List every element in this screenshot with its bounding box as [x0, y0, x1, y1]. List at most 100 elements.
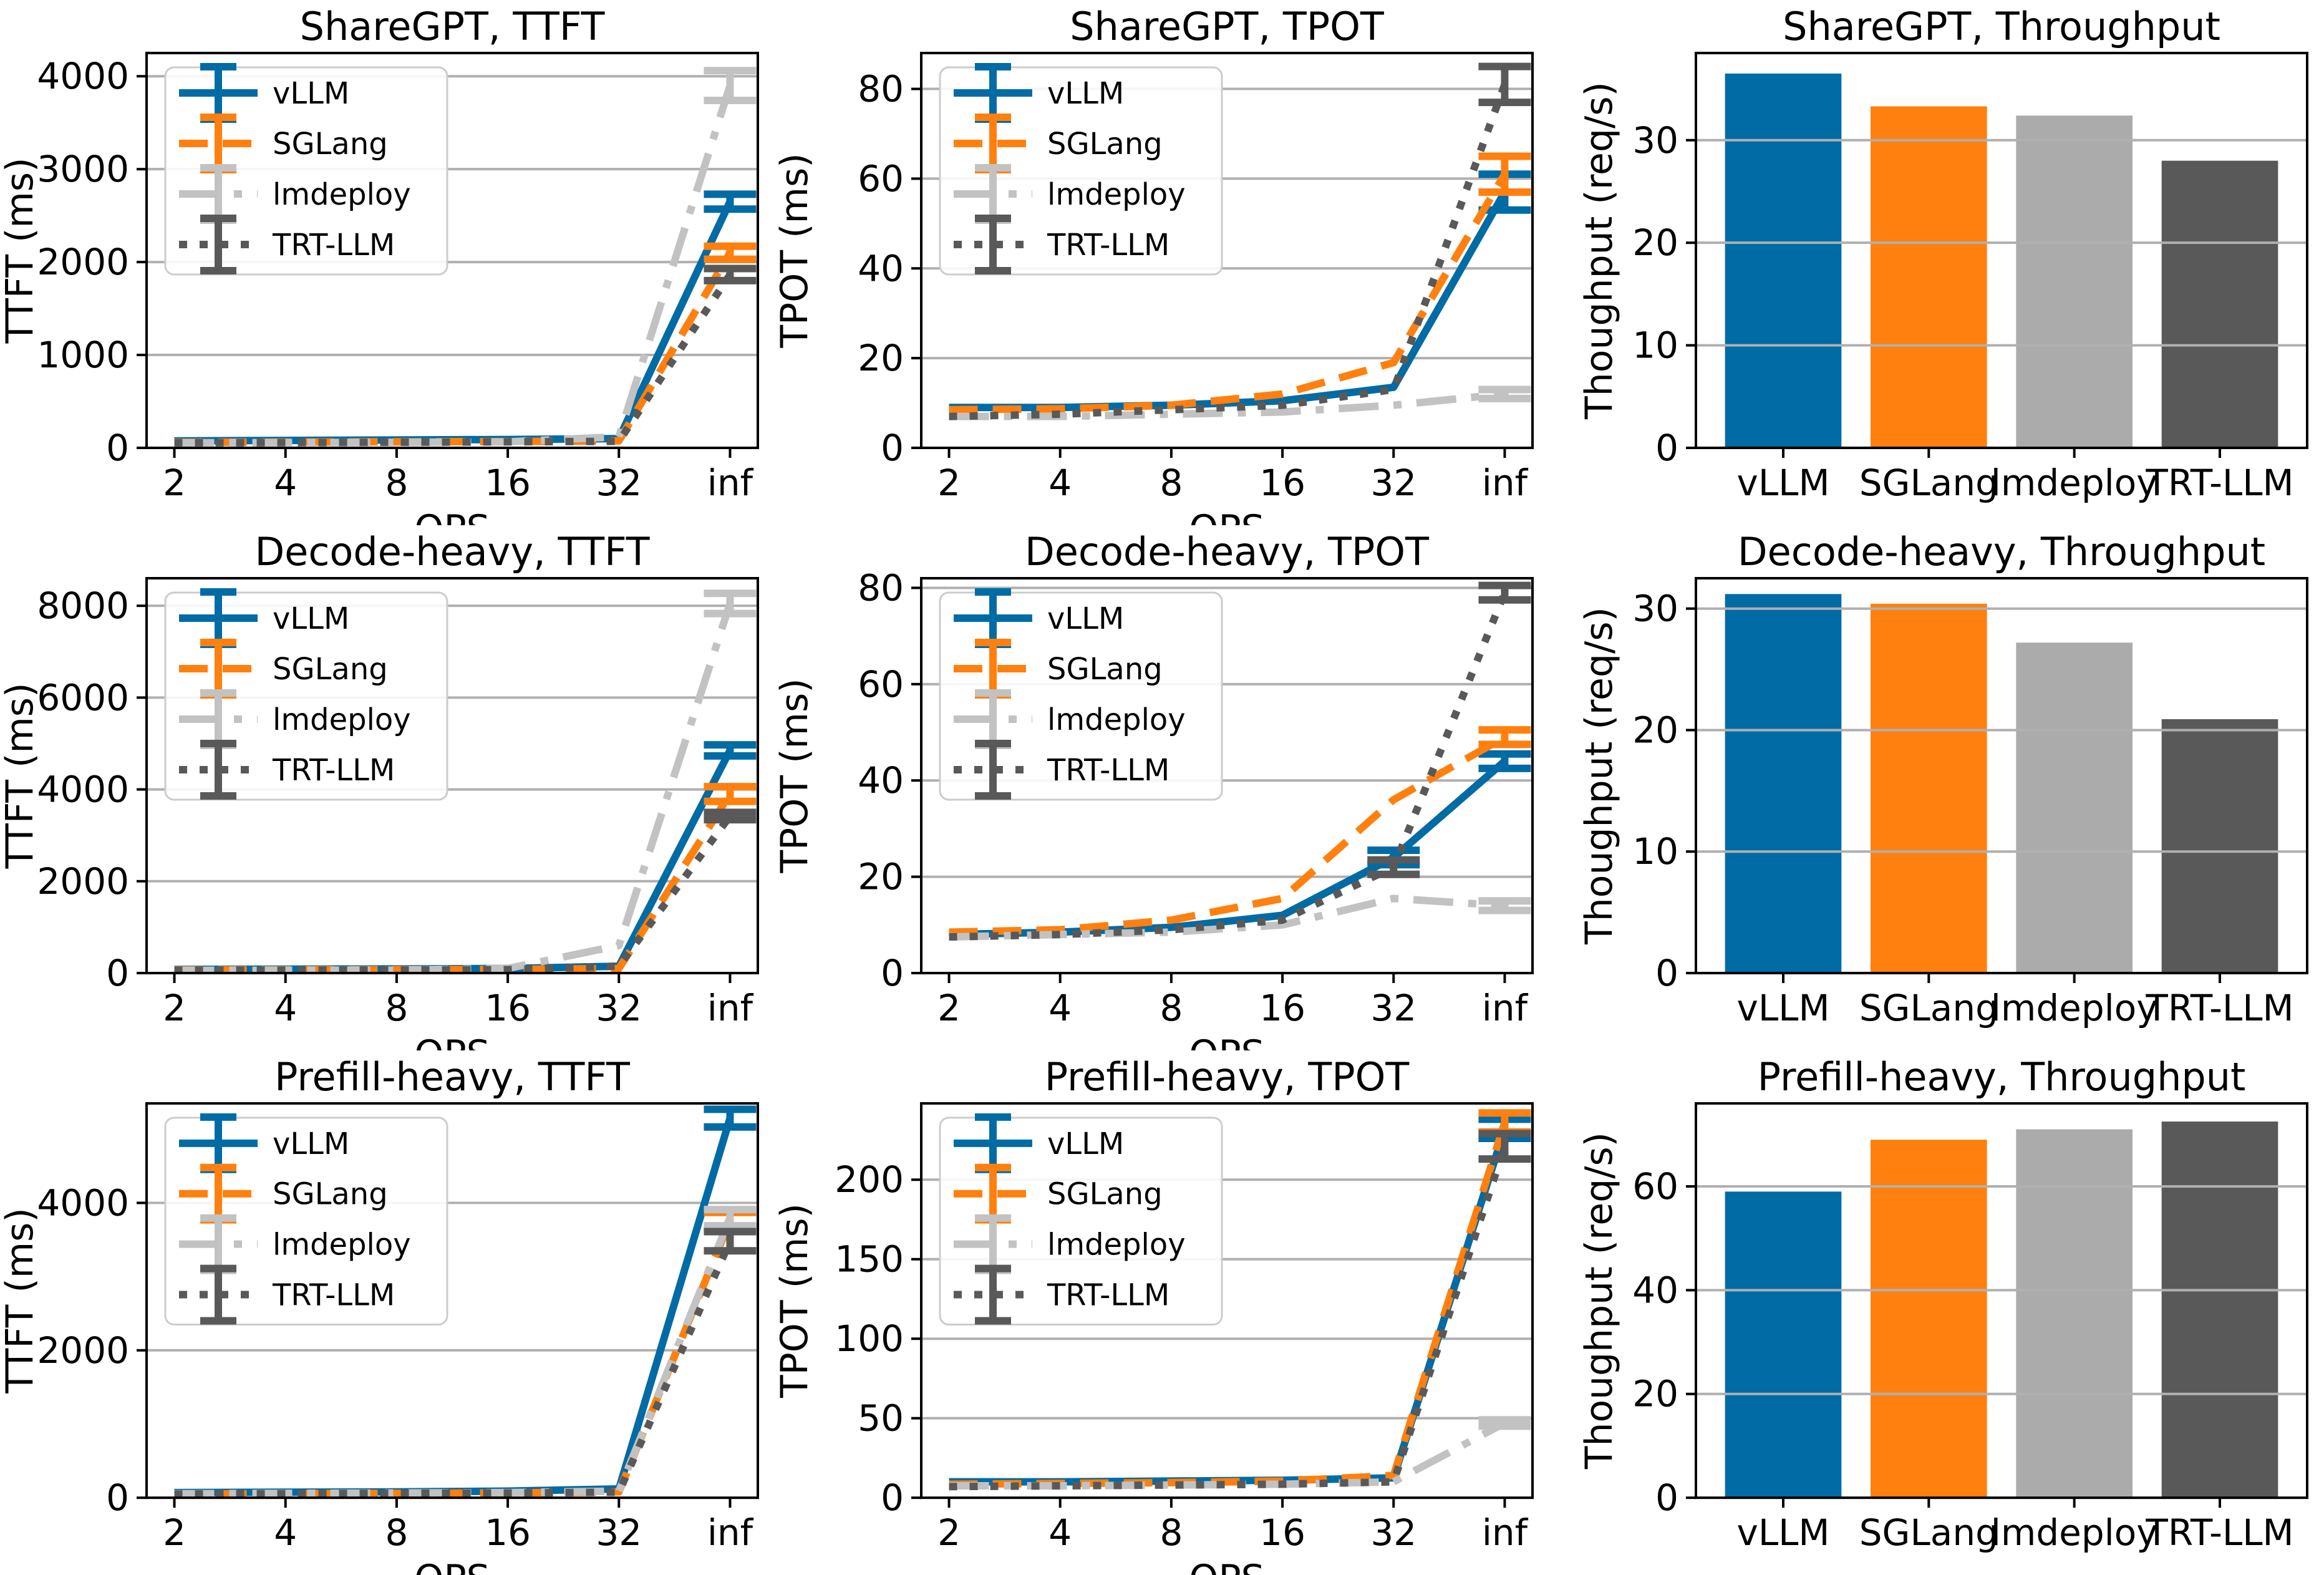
- y-tick-label: 60: [858, 157, 904, 200]
- y-axis-label: Thoughput (req/s): [1577, 82, 1621, 420]
- legend: vLLM SGLang lmdeploy TRT-LLM: [939, 588, 1223, 801]
- x-tick-label: 16: [485, 1511, 531, 1554]
- bar-category-label: vLLM: [1737, 987, 1830, 1029]
- subplot-sharegpt-tpot: 0 20 40 60 80 ShareGPT, TPOT TPOT (ms) 2 4 8 16 32 i…: [775, 0, 1549, 525]
- x-tick-label: 8: [1160, 987, 1183, 1029]
- y-tick-label: 50: [858, 1397, 904, 1440]
- series-line-TRT-LLM: [174, 272, 734, 447]
- x-tick-label: inf: [707, 462, 754, 504]
- x-axis-label: QPS: [414, 507, 490, 525]
- chart-prefill-heavy-ttft: 0 2000 4000 Prefill-heavy, TTFT TTFT (ms) 2 4 8…: [0, 1050, 775, 1575]
- legend-label: lmdeploy: [1047, 177, 1186, 212]
- series-TRT-LLM: [174, 808, 757, 974]
- series-TRT-LLM: [174, 264, 757, 447]
- x-tick-label: 8: [385, 987, 408, 1029]
- bar-category-label: TRT-LLM: [2145, 987, 2293, 1029]
- series-line-SGLang: [949, 172, 1508, 414]
- chart-decode-heavy-ttft: 0 2000 4000 6000 8000 Decode-heavy, TTFT TTFT …: [0, 525, 775, 1050]
- y-axis-label: Thoughput (req/s): [1577, 1132, 1621, 1470]
- legend-item-SGLang: SGLang: [954, 1163, 1163, 1224]
- plot-spines: [1695, 52, 2308, 449]
- y-tick-label: 3000: [37, 148, 129, 190]
- x-axis-label: QPS: [1189, 507, 1265, 525]
- bar-vLLM: [1725, 1191, 1842, 1498]
- y-axis-label: TTFT (ms): [0, 158, 42, 344]
- bar-lmdeploy: [2016, 115, 2133, 448]
- series-line-TRT-LLM: [174, 813, 734, 974]
- legend: vLLM SGLang lmdeploy TRT-LLM: [164, 63, 448, 276]
- y-tick-label: 40: [858, 247, 904, 289]
- legend-label: SGLang: [273, 127, 388, 162]
- x-tick-label: inf: [1482, 462, 1529, 504]
- y-tick-label: 30: [1632, 588, 1678, 630]
- bar-SGLang: [1871, 603, 1987, 973]
- x-tick-label: 4: [1048, 1511, 1072, 1554]
- y-tick-label: 20: [1632, 221, 1678, 264]
- y-tick-label: 0: [1655, 952, 1678, 994]
- x-axis-label: QPS: [414, 1557, 490, 1575]
- y-tick-label: 40: [858, 759, 904, 802]
- subplot-prefill-heavy-ttft: 0 2000 4000 Prefill-heavy, TTFT TTFT (ms) 2 4 8…: [0, 1050, 775, 1575]
- chart-title: Prefill-heavy, TPOT: [1045, 1054, 1410, 1100]
- legend-label: TRT-LLM: [1047, 753, 1169, 788]
- chart-title: Decode-heavy, TPOT: [1025, 529, 1430, 574]
- bar-category-label: vLLM: [1737, 1511, 1830, 1554]
- y-tick-label: 80: [858, 68, 904, 110]
- y-tick-label: 60: [1632, 1165, 1678, 1208]
- y-tick-label: 0: [1655, 1476, 1678, 1519]
- subplot-decode-heavy-throughput: 0 10 20 30 Decode-heavy, Throughput Thoughput…: [1549, 525, 2324, 1050]
- legend: vLLM SGLang lmdeploy TRT-LLM: [164, 1113, 448, 1325]
- y-tick-label: 20: [1632, 1373, 1678, 1415]
- x-tick-label: 4: [274, 1511, 297, 1554]
- y-tick-label: 4000: [37, 768, 129, 811]
- y-tick-label: 60: [858, 663, 904, 705]
- y-axis-label: TPOT (ms): [775, 678, 816, 873]
- y-tick-label: 1000: [37, 334, 129, 376]
- y-tick-label: 80: [858, 566, 904, 609]
- x-tick-label: inf: [1482, 987, 1529, 1029]
- series-lmdeploy: [949, 894, 1531, 941]
- x-tick-label: inf: [707, 1511, 754, 1554]
- legend-label: vLLM: [1047, 1127, 1124, 1161]
- y-tick-label: 0: [106, 1476, 129, 1519]
- chart-title: Decode-heavy, Throughput: [1738, 529, 2265, 574]
- legend-label: lmdeploy: [273, 177, 411, 212]
- bar-category-label: SGLang: [1859, 462, 1998, 504]
- y-tick-label: 150: [835, 1238, 904, 1281]
- bar-category-label: SGLang: [1859, 987, 1998, 1029]
- chart-title: ShareGPT, TTFT: [300, 4, 606, 49]
- legend-label: SGLang: [273, 1177, 388, 1212]
- legend-item-vLLM: vLLM: [179, 588, 349, 648]
- y-tick-label: 40: [1632, 1269, 1678, 1311]
- legend-label: TRT-LLM: [1047, 1278, 1169, 1313]
- x-tick-label: 32: [596, 987, 642, 1029]
- bar-vLLM: [1725, 594, 1842, 973]
- y-tick-label: 0: [881, 427, 904, 469]
- x-axis-label: QPS: [1189, 1032, 1265, 1050]
- x-tick-label: 32: [1370, 1511, 1416, 1554]
- legend-label: lmdeploy: [273, 702, 411, 737]
- y-tick-label: 0: [1655, 427, 1678, 469]
- legend-label: lmdeploy: [1047, 702, 1186, 737]
- legend-item-lmdeploy: lmdeploy: [179, 164, 411, 224]
- bar-TRT-LLM: [2161, 1122, 2278, 1498]
- legend-label: vLLM: [273, 1127, 349, 1161]
- legend-item-TRT-LLM: TRT-LLM: [179, 215, 395, 274]
- chart-decode-heavy-throughput: 0 10 20 30 Decode-heavy, Throughput Thoughput…: [1549, 525, 2324, 1050]
- x-tick-label: 4: [274, 462, 297, 504]
- series-lmdeploy: [174, 589, 757, 974]
- chart-decode-heavy-tpot: 0 20 40 60 80 Decode-heavy, TPOT TPOT (ms) 2 4 8 1…: [775, 525, 1549, 1050]
- legend: vLLM SGLang lmdeploy TRT-LLM: [939, 63, 1223, 276]
- subplot-prefill-heavy-tpot: 0 50 100 150 200 Prefill-heavy, TPOT TPOT (ms)…: [775, 1050, 1549, 1575]
- y-tick-label: 0: [106, 952, 129, 994]
- legend-item-vLLM: vLLM: [179, 1113, 349, 1173]
- y-tick-label: 200: [835, 1158, 904, 1201]
- chart-prefill-heavy-tpot: 0 50 100 150 200 Prefill-heavy, TPOT TPOT (ms)…: [775, 1050, 1549, 1575]
- y-tick-label: 20: [858, 856, 904, 898]
- x-tick-label: 4: [1048, 462, 1072, 504]
- y-tick-label: 20: [1632, 709, 1678, 751]
- x-tick-label: 16: [1259, 1511, 1305, 1554]
- y-tick-label: 4000: [37, 55, 129, 97]
- series-line-lmdeploy: [949, 390, 1506, 420]
- bar-category-label: lmdeploy: [1991, 462, 2158, 504]
